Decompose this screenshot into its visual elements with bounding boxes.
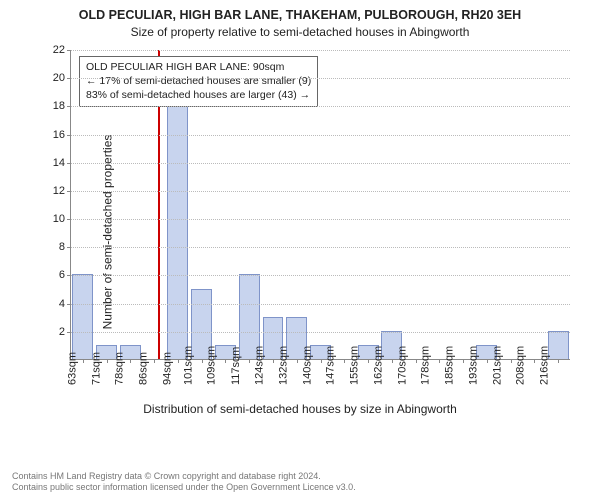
footer-line2: Contains public sector information licen… (12, 482, 356, 494)
bar-slot: 147sqm (332, 50, 356, 359)
gridline (71, 135, 570, 136)
bar-slot: 208sqm (523, 50, 547, 359)
gridline (71, 332, 570, 333)
bar-slot: 193sqm (475, 50, 499, 359)
bar (548, 331, 569, 359)
annotation-line1: OLD PECULIAR HIGH BAR LANE: 90sqm (86, 60, 311, 74)
x-tick-label: 193sqm (467, 346, 479, 385)
x-tick-mark (225, 359, 226, 363)
gridline (71, 163, 570, 164)
x-tick-mark (321, 359, 322, 363)
x-tick-mark (202, 359, 203, 363)
bar-slot: 185sqm (451, 50, 475, 359)
x-tick-label: 63sqm (66, 352, 78, 385)
x-tick-mark (107, 359, 108, 363)
annotation-line2: ← 17% of semi-detached houses are smalle… (86, 74, 311, 88)
x-tick-mark (130, 359, 131, 363)
x-tick-label: 132sqm (277, 346, 289, 385)
x-tick-mark (534, 359, 535, 363)
x-tick-label: 117sqm (230, 347, 242, 385)
x-tick-mark (83, 359, 84, 363)
x-tick-mark (368, 359, 369, 363)
bar-slot: 170sqm (404, 50, 428, 359)
bar-slot: 216sqm (546, 50, 570, 359)
gridline (71, 50, 570, 51)
y-tick-mark (67, 135, 71, 136)
x-tick-mark (154, 359, 155, 363)
x-tick-label: 155sqm (348, 346, 360, 385)
y-tick-mark (67, 106, 71, 107)
gridline (71, 275, 570, 276)
x-tick-label: 78sqm (114, 352, 126, 385)
footer-line1: Contains HM Land Registry data © Crown c… (12, 471, 356, 483)
y-tick-mark (67, 247, 71, 248)
title-main: OLD PECULIAR, HIGH BAR LANE, THAKEHAM, P… (0, 0, 600, 22)
x-tick-mark (558, 359, 559, 363)
x-tick-label: 101sqm (182, 346, 194, 385)
y-tick-mark (67, 219, 71, 220)
bar-slot: 155sqm (356, 50, 380, 359)
x-axis-label: Distribution of semi-detached houses by … (20, 402, 580, 416)
x-tick-label: 86sqm (138, 352, 150, 385)
y-tick-mark (67, 332, 71, 333)
footer: Contains HM Land Registry data © Crown c… (12, 471, 356, 494)
x-tick-label: 201sqm (491, 346, 503, 385)
x-tick-label: 71sqm (90, 352, 102, 385)
x-tick-mark (344, 359, 345, 363)
gridline (71, 304, 570, 305)
gridline (71, 219, 570, 220)
x-tick-label: 94sqm (161, 352, 173, 385)
gridline (71, 247, 570, 248)
x-tick-mark (297, 359, 298, 363)
x-tick-label: 140sqm (301, 346, 313, 385)
plot-area: 63sqm71sqm78sqm86sqm94sqm101sqm109sqm117… (70, 50, 570, 360)
x-tick-label: 109sqm (206, 346, 218, 385)
x-tick-label: 170sqm (396, 346, 408, 385)
x-tick-mark (178, 359, 179, 363)
x-tick-mark (511, 359, 512, 363)
x-tick-label: 147sqm (325, 346, 337, 385)
annotation-line3: 83% of semi-detached houses are larger (… (86, 88, 311, 102)
x-tick-mark (392, 359, 393, 363)
x-tick-mark (416, 359, 417, 363)
x-tick-label: 185sqm (444, 346, 456, 385)
y-tick-mark (67, 50, 71, 51)
y-tick-mark (67, 275, 71, 276)
x-tick-label: 216sqm (539, 346, 551, 385)
x-tick-mark (487, 359, 488, 363)
bar-slot: 178sqm (427, 50, 451, 359)
x-tick-mark (273, 359, 274, 363)
title-sub: Size of property relative to semi-detach… (0, 22, 600, 39)
annotation-box: OLD PECULIAR HIGH BAR LANE: 90sqm ← 17% … (79, 56, 318, 107)
chart-container: Number of semi-detached properties 63sqm… (20, 42, 580, 422)
x-tick-label: 124sqm (253, 346, 265, 385)
bar-slot: 201sqm (499, 50, 523, 359)
gridline (71, 78, 570, 79)
gridline (71, 106, 570, 107)
gridline (71, 191, 570, 192)
x-tick-mark (463, 359, 464, 363)
y-tick-mark (67, 304, 71, 305)
y-tick-mark (67, 163, 71, 164)
bar-slot: 162sqm (380, 50, 404, 359)
x-tick-mark (249, 359, 250, 363)
x-tick-label: 162sqm (372, 346, 384, 385)
x-tick-label: 178sqm (420, 346, 432, 385)
x-tick-mark (439, 359, 440, 363)
bar (72, 274, 93, 359)
y-tick-mark (67, 78, 71, 79)
bar (167, 105, 188, 359)
y-tick-mark (67, 191, 71, 192)
x-tick-label: 208sqm (515, 346, 527, 385)
